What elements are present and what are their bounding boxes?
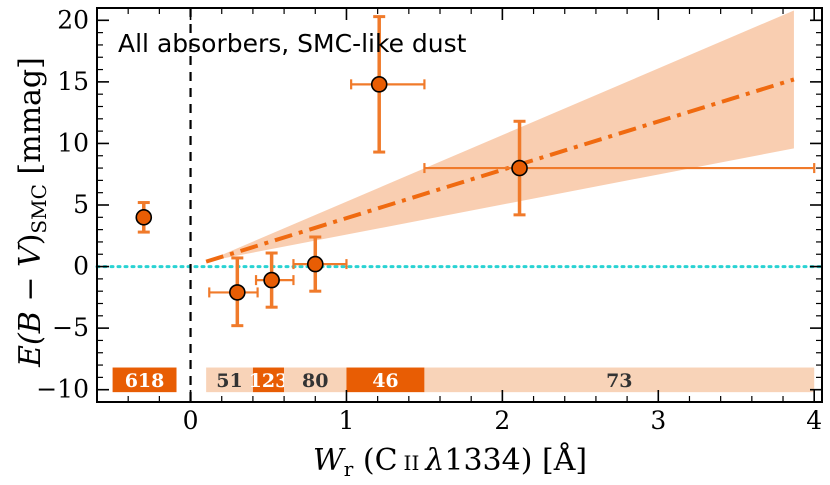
chart-title: All absorbers, SMC-like dust xyxy=(118,29,467,58)
x-label-subscript: r xyxy=(344,457,354,480)
x-label-symbol: W xyxy=(313,443,346,478)
x-label-line: 1334 xyxy=(444,443,520,478)
bin-bar-3 xyxy=(284,367,347,393)
bin-count-label: 46 xyxy=(372,370,398,392)
bin-count-label: 618 xyxy=(125,370,165,392)
x-label-unit: [Å] xyxy=(542,442,587,478)
y-label-dash: − xyxy=(13,267,48,311)
bin-count-label: 123 xyxy=(249,370,289,392)
bin-bar-0 xyxy=(112,367,177,393)
data-point-4 xyxy=(370,76,388,93)
y-tick-label: 0 xyxy=(73,252,89,281)
confidence-band xyxy=(206,10,794,262)
bin-bar-1 xyxy=(206,367,253,393)
y-label-unit: [mmag] xyxy=(13,57,48,174)
y-tick-label: 10 xyxy=(57,128,89,157)
y-tick-label: −10 xyxy=(36,375,89,404)
y-label-subscript: SMC xyxy=(27,184,51,233)
bin-bar-2 xyxy=(252,367,285,393)
x-label-ion: C xyxy=(375,443,398,478)
x-label-lambda: λ xyxy=(424,443,444,478)
x-tick-label: 3 xyxy=(650,406,666,435)
data-point-1 xyxy=(229,284,246,301)
x-tick-label: 2 xyxy=(494,406,510,435)
bin-bar-5 xyxy=(424,367,815,393)
y-label-prefix: E( xyxy=(13,332,48,368)
data-point-3 xyxy=(306,255,324,273)
bin-count-label: 80 xyxy=(302,370,328,392)
data-point-0 xyxy=(135,209,153,226)
y-tick-label: 20 xyxy=(57,5,89,34)
data-point-5 xyxy=(511,159,528,177)
y-tick-label: 15 xyxy=(57,67,89,96)
bin-count-label: 73 xyxy=(606,370,632,392)
y-axis-label: E(B − V)SMC [mmag] xyxy=(13,57,51,368)
y-tick-label: 5 xyxy=(73,190,89,219)
x-tick-label: 1 xyxy=(339,406,355,435)
y-label-v: V xyxy=(13,242,48,267)
x-label-ion-stage: II xyxy=(404,451,420,475)
y-label-close: ) xyxy=(13,234,48,246)
fit-line xyxy=(205,77,795,264)
bin-count-label: 51 xyxy=(216,370,242,392)
x-tick-label: 0 xyxy=(183,406,199,435)
data-point-2 xyxy=(263,271,280,289)
x-tick-label: 4 xyxy=(806,406,822,435)
bin-bar-4 xyxy=(346,367,425,393)
y-label-b: B xyxy=(13,311,48,334)
y-tick-label: −5 xyxy=(52,313,89,342)
x-axis-label: Wr (C II λ1334) [Å] xyxy=(313,442,587,480)
